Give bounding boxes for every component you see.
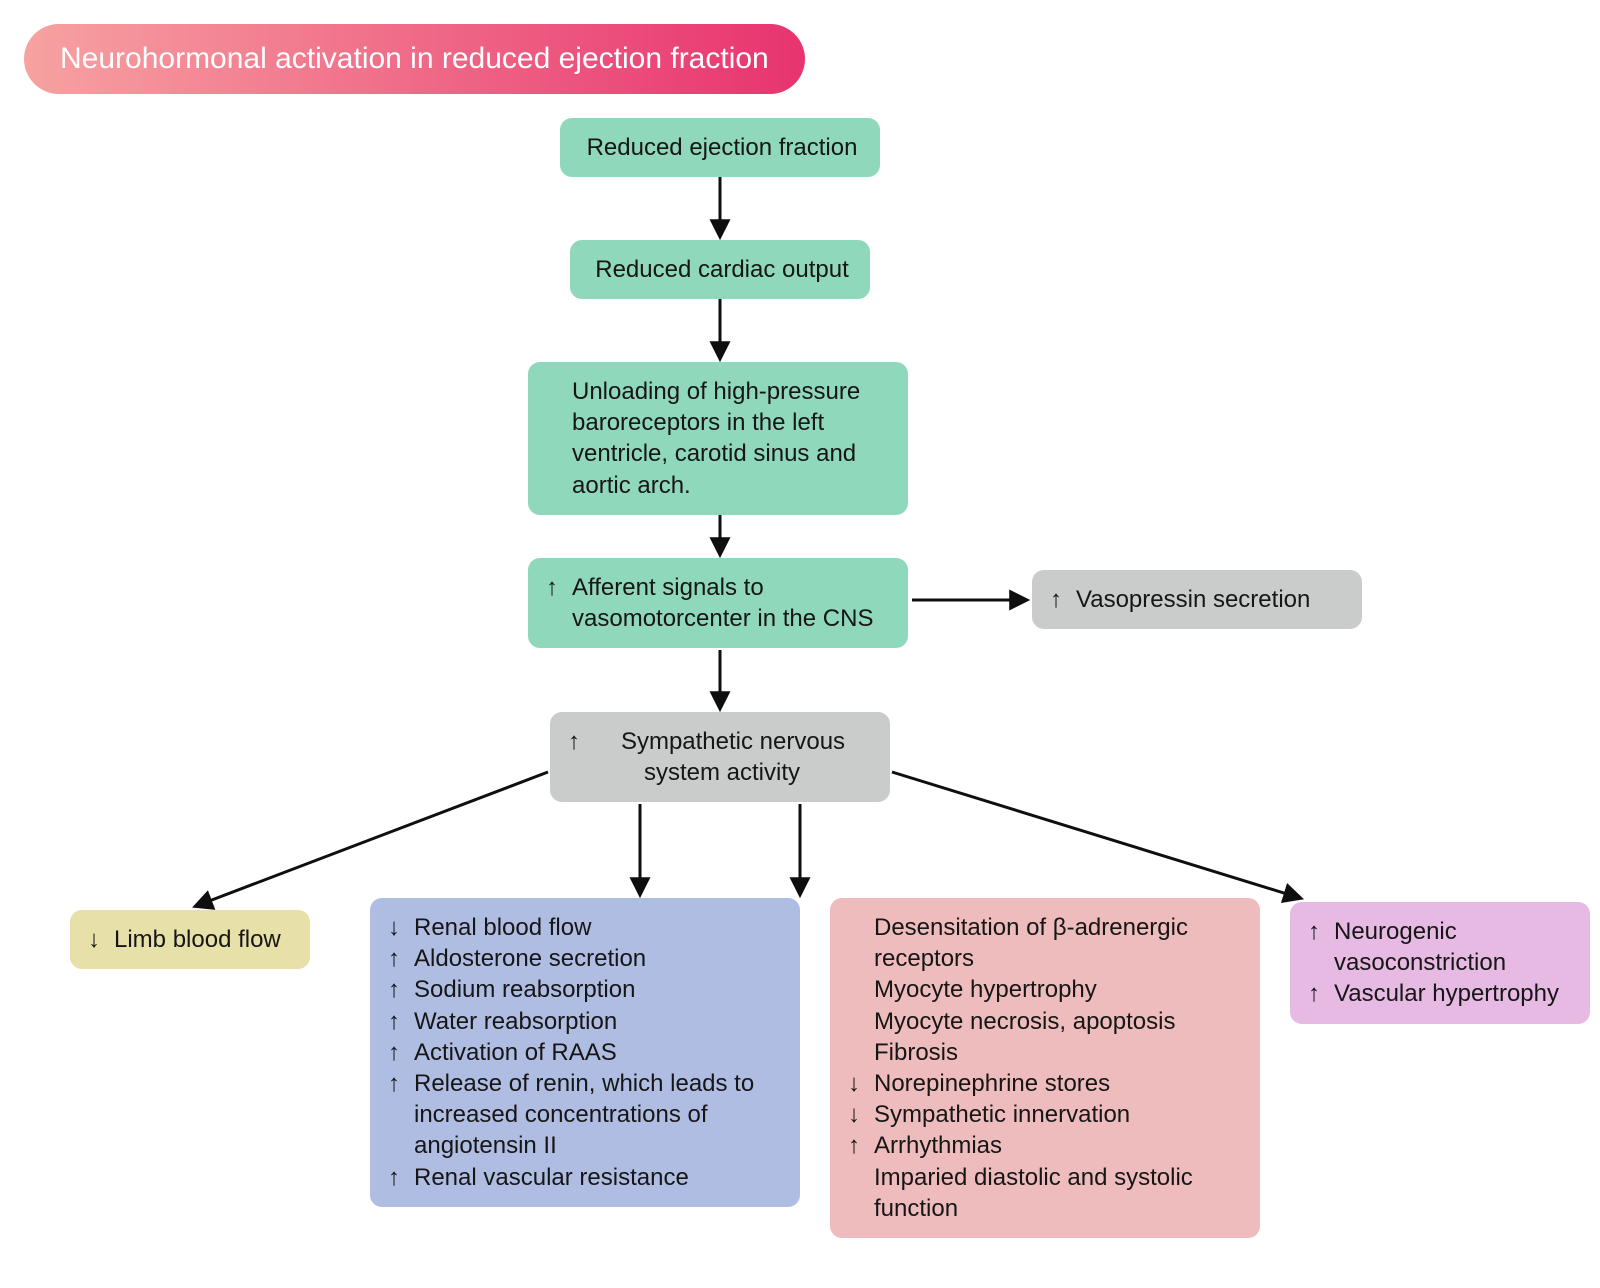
node-text: Renal blood flow bbox=[414, 912, 782, 943]
node-line: ↑Vascular hypertrophy bbox=[1308, 978, 1572, 1009]
node-text: Unloading of high-pressure baroreceptors… bbox=[572, 376, 890, 501]
node-renal-effects: ↓Renal blood flow↑Aldosterone secretion↑… bbox=[370, 898, 800, 1207]
up-arrow-icon: ↑ bbox=[848, 1130, 870, 1161]
node-line: Imparied diastolic and systolic function bbox=[848, 1162, 1242, 1224]
down-arrow-icon: ↓ bbox=[88, 924, 110, 955]
node-text: system activity bbox=[572, 757, 872, 788]
node-line: Myocyte hypertrophy bbox=[848, 974, 1242, 1005]
node-cardiac-effects: Desensitation of β-adrenergic receptorsM… bbox=[830, 898, 1260, 1238]
node-text: Neurogenic vasoconstriction bbox=[1334, 916, 1572, 978]
up-arrow-icon: ↑ bbox=[388, 1068, 410, 1099]
node-reduced-output: Reduced cardiac output bbox=[570, 240, 870, 299]
node-text: Limb blood flow bbox=[114, 924, 292, 955]
node-limb-blood-flow: ↓Limb blood flow bbox=[70, 910, 310, 969]
node-line: ↑Water reabsorption bbox=[388, 1006, 782, 1037]
node-text: Release of renin, which leads to increas… bbox=[414, 1068, 782, 1162]
up-arrow-icon: ↑ bbox=[388, 1162, 410, 1193]
diagram-title: Neurohormonal activation in reduced ejec… bbox=[24, 24, 805, 94]
node-line: ↓Renal blood flow bbox=[388, 912, 782, 943]
node-text: Renal vascular resistance bbox=[414, 1162, 782, 1193]
node-line: ↑Aldosterone secretion bbox=[388, 943, 782, 974]
node-line: Myocyte necrosis, apoptosis bbox=[848, 1006, 1242, 1037]
node-line: ↑Arrhythmias bbox=[848, 1130, 1242, 1161]
node-text: Myocyte necrosis, apoptosis bbox=[874, 1006, 1242, 1037]
node-line: ↑Sodium reabsorption bbox=[388, 974, 782, 1005]
node-text: Sympathetic innervation bbox=[874, 1099, 1242, 1130]
down-arrow-icon: ↓ bbox=[848, 1068, 870, 1099]
node-text: Reduced cardiac output bbox=[592, 254, 852, 285]
up-arrow-icon: ↑ bbox=[546, 572, 568, 603]
node-line: Desensitation of β-adrenergic receptors bbox=[848, 912, 1242, 974]
node-text: Reduced ejection fraction bbox=[582, 132, 862, 163]
node-text: Water reabsorption bbox=[414, 1006, 782, 1037]
node-vascular-effects: ↑Neurogenic vasoconstriction↑Vascular hy… bbox=[1290, 902, 1590, 1024]
node-text: Myocyte hypertrophy bbox=[874, 974, 1242, 1005]
node-text: Sodium reabsorption bbox=[414, 974, 782, 1005]
node-line: Fibrosis bbox=[848, 1037, 1242, 1068]
node-line: ↑Vasopressin secretion bbox=[1050, 584, 1344, 615]
node-text: Norepinephrine stores bbox=[874, 1068, 1242, 1099]
node-baroreceptors: Unloading of high-pressure baroreceptors… bbox=[528, 362, 908, 515]
node-line: ↑Release of renin, which leads to increa… bbox=[388, 1068, 782, 1162]
up-arrow-icon: ↑ bbox=[388, 1037, 410, 1068]
node-sympathetic: ↑Sympathetic nervoussystem activity bbox=[550, 712, 890, 802]
node-text: Aldosterone secretion bbox=[414, 943, 782, 974]
up-arrow-icon: ↑ bbox=[1050, 584, 1072, 615]
up-arrow-icon: ↑ bbox=[388, 1006, 410, 1037]
node-line: ↓Sympathetic innervation bbox=[848, 1099, 1242, 1130]
node-line: ↑Renal vascular resistance bbox=[388, 1162, 782, 1193]
node-line: ↑Afferent signals to vasomotorcenter in … bbox=[546, 572, 890, 634]
diagram-title-text: Neurohormonal activation in reduced ejec… bbox=[60, 42, 769, 75]
node-text: Activation of RAAS bbox=[414, 1037, 782, 1068]
node-text: Fibrosis bbox=[874, 1037, 1242, 1068]
node-line: ↓Norepinephrine stores bbox=[848, 1068, 1242, 1099]
up-arrow-icon: ↑ bbox=[568, 726, 590, 757]
node-line: ↓Limb blood flow bbox=[88, 924, 292, 955]
node-line: ↑Activation of RAAS bbox=[388, 1037, 782, 1068]
node-text: Afferent signals to vasomotorcenter in t… bbox=[572, 572, 890, 634]
node-line: Reduced ejection fraction bbox=[578, 132, 862, 163]
node-reduced-ef: Reduced ejection fraction bbox=[560, 118, 880, 177]
node-line: Reduced cardiac output bbox=[588, 254, 852, 285]
node-line: system activity bbox=[568, 757, 872, 788]
node-line: ↑Neurogenic vasoconstriction bbox=[1308, 916, 1572, 978]
node-line: ↑Sympathetic nervous bbox=[568, 726, 872, 757]
node-text: Sympathetic nervous bbox=[594, 726, 872, 757]
node-vasopressin: ↑Vasopressin secretion bbox=[1032, 570, 1362, 629]
node-text: Vascular hypertrophy bbox=[1334, 978, 1572, 1009]
node-text: Imparied diastolic and systolic function bbox=[874, 1162, 1242, 1224]
node-line: Unloading of high-pressure baroreceptors… bbox=[546, 376, 890, 501]
down-arrow-icon: ↓ bbox=[848, 1099, 870, 1130]
node-text: Desensitation of β-adrenergic receptors bbox=[874, 912, 1242, 974]
node-afferent-signals: ↑Afferent signals to vasomotorcenter in … bbox=[528, 558, 908, 648]
flow-arrow bbox=[196, 772, 548, 906]
up-arrow-icon: ↑ bbox=[1308, 916, 1330, 947]
node-text: Arrhythmias bbox=[874, 1130, 1242, 1161]
node-text: Vasopressin secretion bbox=[1076, 584, 1344, 615]
down-arrow-icon: ↓ bbox=[388, 912, 410, 943]
up-arrow-icon: ↑ bbox=[1308, 978, 1330, 1009]
up-arrow-icon: ↑ bbox=[388, 974, 410, 1005]
flow-arrow bbox=[892, 772, 1300, 898]
up-arrow-icon: ↑ bbox=[388, 943, 410, 974]
